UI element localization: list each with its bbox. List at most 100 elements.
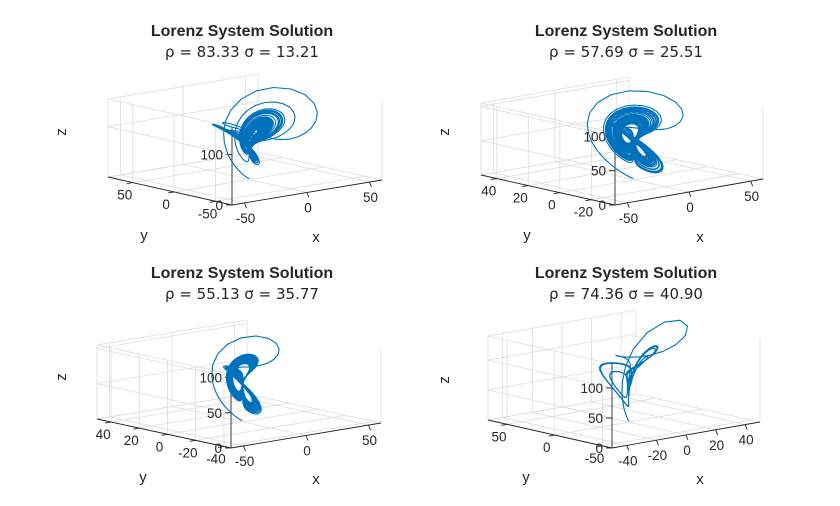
z-tick-label: 100: [199, 371, 222, 386]
grid-line: [223, 421, 375, 447]
z-tick-label: 100: [200, 148, 223, 163]
grid-line: [487, 389, 613, 419]
y-tick-label: 0: [543, 440, 551, 455]
y-axis-label: y: [140, 227, 148, 244]
subplot-subtitle: ρ = 57.69 σ = 25.51: [549, 43, 703, 61]
y-tick-label: 0: [156, 439, 164, 454]
grid-line: [480, 114, 630, 142]
z-tick-label: 0: [215, 198, 223, 213]
x-tick: [715, 429, 719, 435]
grid-line: [487, 335, 613, 365]
grid-line: [554, 408, 703, 436]
lorenz-trajectory: [211, 335, 280, 422]
grid-line: [96, 323, 248, 349]
x-tick-label: -20: [648, 448, 668, 463]
grid-line: [111, 396, 262, 423]
lorenz-trajectory: [586, 90, 684, 179]
y-tick-label: 0: [162, 197, 170, 212]
y-tick-label: -20: [574, 205, 594, 220]
x-tick: [626, 445, 630, 451]
grid-line: [174, 166, 325, 193]
z-axis-label: z: [436, 128, 453, 136]
subplot-title: Lorenz System Solution: [535, 265, 717, 282]
y-axis-line: [487, 419, 613, 449]
grid-line: [171, 406, 307, 436]
grid-line: [96, 383, 232, 414]
subplot-4: Lorenz System Solution ρ = 74.36 σ = 40.…: [436, 265, 761, 488]
x-tick: [626, 202, 630, 209]
x-tick-label: 0: [683, 443, 691, 458]
y-axis-label: y: [523, 227, 531, 244]
grid-line: [96, 358, 248, 385]
grid-line: [96, 393, 248, 420]
y-tick: [585, 199, 592, 202]
z-tick-label: 0: [598, 198, 606, 213]
subplot-2: Lorenz System Solution ρ = 57.69 σ = 25.…: [436, 23, 764, 246]
y-tick: [490, 178, 497, 180]
grid-line: [602, 419, 751, 447]
y-tick-label: 20: [513, 191, 528, 206]
y-axis-line: [96, 418, 232, 449]
y-tick: [161, 433, 168, 436]
y-tick-label: 50: [492, 429, 507, 444]
y-tick: [189, 439, 196, 442]
grid-line: [591, 173, 740, 201]
grid-line: [107, 98, 233, 128]
grid-line: [109, 416, 244, 447]
y-tick: [105, 421, 112, 424]
x-tick-label: -50: [235, 454, 255, 469]
y-tick-label: 0: [548, 198, 556, 213]
x-tick-label: 40: [739, 433, 754, 448]
grid-line: [480, 106, 616, 137]
grid-line: [120, 174, 245, 204]
x-axis-label: x: [312, 229, 320, 246]
grid-line: [502, 417, 627, 446]
grid-line: [487, 359, 613, 389]
x-axis-label: x: [312, 471, 320, 488]
grid-line: [493, 172, 628, 204]
grid-line: [480, 148, 630, 176]
x-tick: [688, 191, 692, 198]
grid-line: [480, 140, 616, 172]
y-tick-label: 20: [124, 433, 139, 448]
x-tick-label: 0: [686, 200, 694, 215]
grid-line: [246, 393, 382, 424]
y-tick: [217, 446, 225, 448]
grid-line: [107, 101, 259, 128]
x-tick-label: 50: [362, 433, 377, 448]
x-tick: [244, 202, 247, 209]
y-tick-label: -50: [198, 206, 218, 221]
grid-line: [635, 393, 761, 423]
y-tick: [553, 192, 560, 195]
grid-line: [107, 126, 233, 156]
grid-line: [215, 175, 366, 202]
y-tick: [522, 185, 529, 188]
subplot-title: Lorenz System Solution: [151, 265, 333, 282]
y-tick: [548, 434, 555, 437]
y-tick-label: 50: [117, 188, 132, 203]
y-tick: [133, 427, 140, 430]
grid-line: [480, 102, 616, 134]
grid-line: [139, 402, 290, 429]
y-axis-label: y: [522, 469, 530, 486]
z-tick-label: 0: [595, 441, 603, 456]
subplot-title: Lorenz System Solution: [151, 23, 333, 40]
z-tick-label: 100: [580, 381, 603, 396]
grid-line: [96, 344, 232, 375]
subplot-subtitle: ρ = 74.36 σ = 40.90: [549, 285, 703, 303]
y-tick: [596, 445, 603, 448]
y-axis-line: [480, 174, 616, 206]
z-axis-label: z: [53, 373, 70, 381]
lorenz-trajectory: [599, 319, 689, 422]
subplot-subtitle: ρ = 83.33 σ = 13.21: [165, 43, 319, 61]
y-tick-label: -50: [585, 451, 605, 466]
y-tick: [126, 182, 133, 185]
subplot-title: Lorenz System Solution: [535, 23, 717, 40]
subplot-1: Lorenz System Solution ρ = 83.33 σ = 13.…: [53, 23, 383, 246]
grid-line: [532, 411, 657, 441]
grid-line: [480, 80, 630, 107]
y-tick: [168, 191, 175, 194]
z-tick-label: 100: [583, 129, 606, 144]
x-tick-label: 20: [709, 438, 724, 453]
x-tick: [744, 424, 748, 430]
